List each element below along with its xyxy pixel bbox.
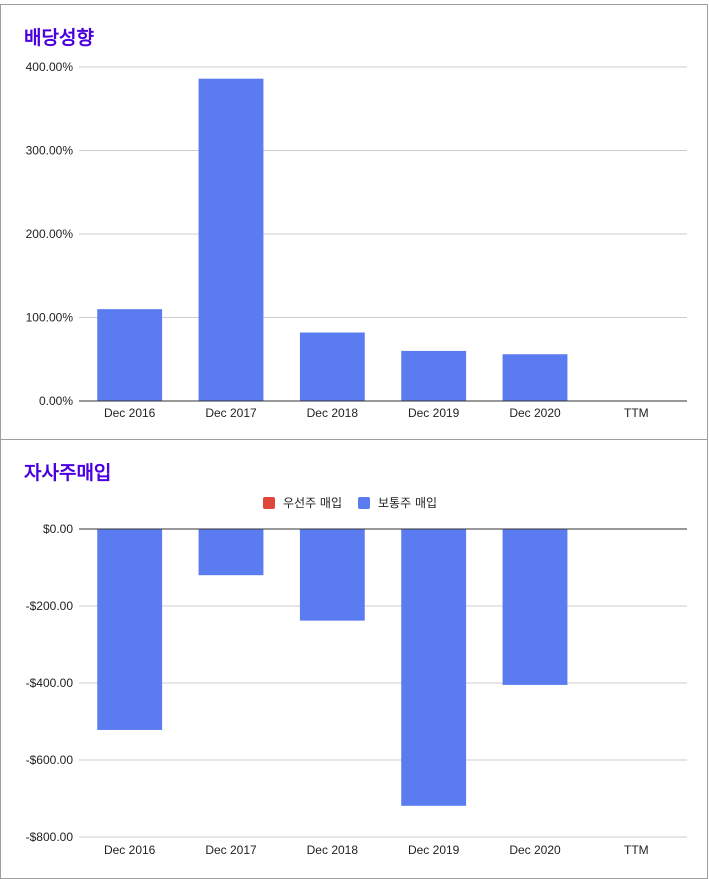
legend-item-preferred[interactable]: 우선주 매입 <box>263 494 342 511</box>
x-tick-label: Dec 2019 <box>408 843 460 857</box>
y-tick-label: -$200.00 <box>26 599 74 613</box>
bar <box>97 529 163 730</box>
buyback-title: 자사주매입 <box>24 462 112 484</box>
bar <box>502 529 568 685</box>
y-tick-label: 200.00% <box>26 227 74 241</box>
x-tick-label: TTM <box>624 843 649 857</box>
y-tick-label: -$800.00 <box>26 830 74 844</box>
y-tick-label: 0.00% <box>39 394 73 408</box>
bar <box>299 332 365 401</box>
bar <box>97 309 163 401</box>
x-tick-label: Dec 2018 <box>307 843 359 857</box>
legend-item-common[interactable]: 보통주 매입 <box>358 494 437 511</box>
bar <box>198 529 264 576</box>
x-tick-label: Dec 2019 <box>408 406 460 420</box>
x-tick-label: TTM <box>624 406 649 420</box>
x-tick-label: Dec 2020 <box>509 406 561 420</box>
bar <box>401 529 467 806</box>
legend-label-preferred: 우선주 매입 <box>283 496 343 510</box>
x-tick-label: Dec 2016 <box>104 843 156 857</box>
y-tick-label: 300.00% <box>26 144 74 158</box>
bar <box>401 350 467 401</box>
y-tick-label: -$600.00 <box>26 753 74 767</box>
bar <box>198 78 264 401</box>
x-tick-label: Dec 2017 <box>205 406 257 420</box>
payout-ratio-chart: 0.00% 100.00% 200.00% 300.00% 400.00% Dec 201… <box>26 60 687 420</box>
x-tick-label: Dec 2020 <box>509 843 561 857</box>
y-tick-label: 400.00% <box>26 60 74 74</box>
x-tick-label: Dec 2018 <box>307 406 359 420</box>
payout-ratio-title: 배당성향 <box>24 27 94 49</box>
y-tick-label: $0.00 <box>43 522 73 536</box>
legend-label-common: 보통주 매입 <box>378 496 438 510</box>
x-tick-label: Dec 2016 <box>104 406 156 420</box>
bar <box>299 529 365 621</box>
legend-swatch-common <box>358 496 371 509</box>
x-tick-label: Dec 2017 <box>205 843 257 857</box>
buyback-chart: $0.00 -$200.00 -$400.00 -$600.00 -$800.00 Dec… <box>26 522 687 857</box>
y-tick-label: -$400.00 <box>26 676 74 690</box>
payout-ratio-panel: 배당성향 0.00% 100.00% 200.00% 300.00% 400.00% De… <box>0 4 708 440</box>
buyback-panel: 자사주매입 우선주 매입 보통주 매입 $0.00 -$200.00 -$400.0… <box>0 439 708 879</box>
legend-swatch-preferred <box>263 496 275 509</box>
bar <box>502 354 568 401</box>
buyback-legend: 우선주 매입 보통주 매입 <box>263 494 437 511</box>
y-tick-label: 100.00% <box>26 311 74 325</box>
